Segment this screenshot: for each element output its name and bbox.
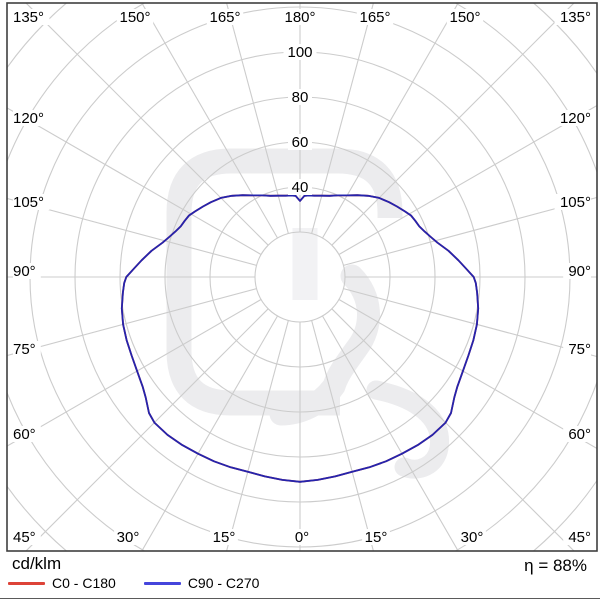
grid-spoke	[141, 3, 278, 239]
angle-label-bg	[554, 9, 591, 25]
angle-label-bg	[13, 110, 50, 126]
bottom-divider	[0, 598, 600, 599]
angle-label: 45°	[568, 529, 591, 546]
angle-label: 0°	[295, 529, 309, 546]
angle-label: 60°	[13, 426, 36, 443]
angle-label-bg	[13, 9, 50, 25]
angle-label-bg	[563, 529, 591, 545]
grid-spoke	[226, 3, 289, 234]
angle-label: 105°	[13, 194, 44, 211]
angle-label: 120°	[560, 110, 591, 127]
angle-label-bg	[554, 110, 591, 126]
ring-label: 60	[292, 134, 309, 151]
grid-spoke	[311, 3, 374, 234]
angle-label-bg	[116, 9, 154, 25]
grid-spoke	[226, 320, 289, 551]
grid-spoke	[322, 3, 459, 239]
angle-label-bg	[13, 426, 41, 442]
grid-spoke	[311, 320, 374, 551]
ring-label: 40	[292, 179, 309, 196]
efficiency-label: η = 88%	[524, 556, 587, 575]
ring-label-bg	[283, 44, 317, 60]
angle-label: 120°	[13, 110, 44, 127]
angle-label: 105°	[560, 194, 591, 211]
angle-label: 135°	[13, 9, 44, 26]
grid-spoke	[25, 308, 269, 551]
angle-label-bg	[563, 341, 591, 357]
grid-spoke	[141, 315, 278, 551]
grid-spoke	[322, 315, 459, 551]
angle-label: 15°	[365, 529, 388, 546]
angle-label-bg	[563, 426, 591, 442]
plot-border	[6, 2, 598, 552]
angle-labels: 135° 150° 165° 180° 165° 150° 135° 120° 105° 90° 7…	[13, 9, 591, 546]
angle-label-bg	[563, 263, 591, 279]
angle-label-bg	[362, 529, 390, 545]
angle-label-bg	[13, 194, 50, 210]
curve-c90-c270	[120, 194, 480, 483]
legend-label-c0-c180: C0 - C180	[52, 575, 116, 591]
angle-label: 45°	[13, 529, 36, 546]
angle-label: 90°	[13, 263, 36, 280]
angle-label-bg	[281, 9, 319, 25]
angle-label: 30°	[461, 529, 484, 546]
angle-label-bg	[458, 529, 486, 545]
grid-spoke	[7, 288, 257, 357]
angle-label: 75°	[13, 341, 36, 358]
angle-label-bg	[206, 9, 244, 25]
grid-spoke	[338, 104, 597, 255]
angle-label-bg	[114, 529, 142, 545]
angle-label: 75°	[568, 341, 591, 358]
angle-label: 90°	[568, 263, 591, 280]
legend-line-c0-c180	[8, 581, 45, 585]
angle-label: 15°	[213, 529, 236, 546]
ring-label-bg	[288, 134, 312, 150]
angle-label: 60°	[568, 426, 591, 443]
grid-spoke	[343, 196, 597, 266]
angle-label-bg	[356, 9, 394, 25]
angle-label: 165°	[359, 9, 390, 26]
angle-label-bg	[554, 194, 591, 210]
grid-spoke	[331, 308, 575, 551]
grid-spoke	[7, 197, 257, 266]
ring-label: 80	[292, 89, 309, 106]
angle-label: 135°	[560, 9, 591, 26]
angle-label: 150°	[449, 9, 480, 26]
angle-label: 30°	[117, 529, 140, 546]
angle-label: 150°	[119, 9, 150, 26]
angle-label-bg	[210, 529, 238, 545]
legend-label-c90-c270: C90 - C270	[187, 575, 260, 591]
grid-spoke	[343, 288, 597, 358]
grid-spoke	[7, 299, 262, 447]
ring-label: 100	[287, 44, 312, 61]
angle-label: 165°	[209, 9, 240, 26]
angle-label-bg	[13, 529, 41, 545]
angle-label-bg	[292, 529, 312, 545]
unit-label: cd/klm	[12, 554, 62, 573]
watermark-logo	[166, 148, 450, 479]
angle-label: 180°	[284, 9, 315, 26]
ring-labels: 40 60 80 100	[283, 44, 317, 196]
angle-label-bg	[13, 341, 41, 357]
legend-line-c90-c270	[143, 581, 181, 585]
ring-label-bg	[288, 179, 312, 195]
angle-label-bg	[446, 9, 484, 25]
grid-spoke	[338, 299, 597, 450]
angle-label-bg	[13, 263, 41, 279]
ring-label-bg	[288, 89, 312, 105]
legend: C0 - C180 C90 - C270	[8, 575, 287, 591]
grid-spoke	[7, 107, 262, 255]
